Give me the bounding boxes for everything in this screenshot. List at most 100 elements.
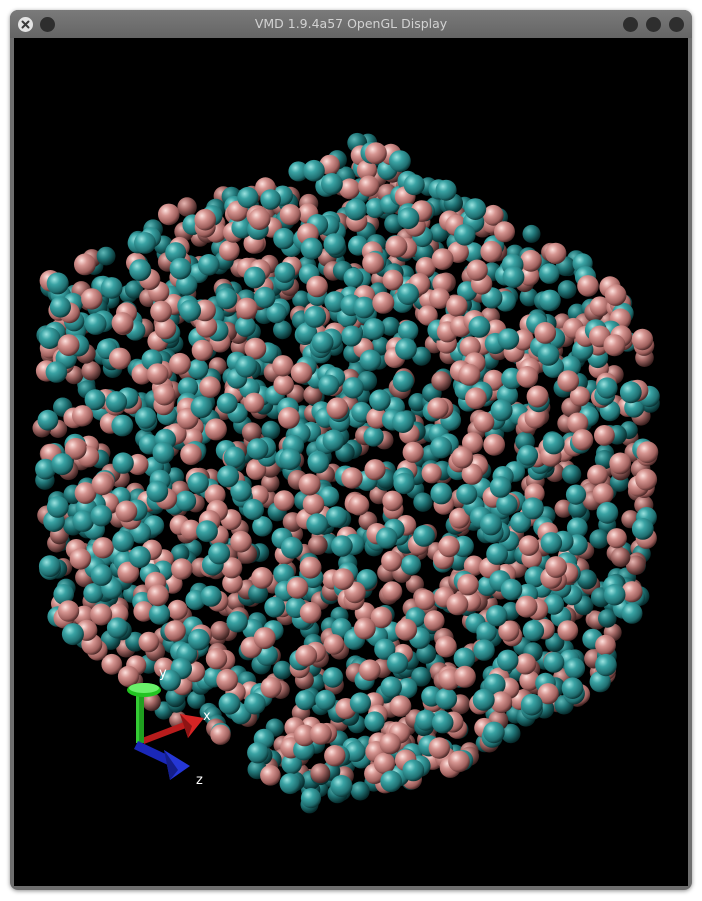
window-menu-icon[interactable] <box>40 17 55 32</box>
atom-teal <box>216 392 238 414</box>
atom-teal <box>281 536 303 559</box>
atom-teal <box>325 506 348 528</box>
atom-pink <box>381 550 402 572</box>
atom-pink <box>524 407 547 429</box>
atom-teal <box>596 377 618 399</box>
atom-pink <box>518 535 540 556</box>
atom-teal <box>152 441 175 464</box>
atom-teal <box>129 259 152 282</box>
atom-pink <box>180 443 202 466</box>
atom-teal <box>226 611 248 633</box>
atom-teal <box>435 179 457 201</box>
atom-teal <box>543 594 565 615</box>
atom-pink <box>370 606 393 629</box>
atom-teal <box>489 476 512 498</box>
atom-pink <box>545 242 567 264</box>
atom-pink <box>235 297 258 320</box>
title-bar[interactable]: VMD 1.9.4a57 OpenGL Display <box>10 10 692 38</box>
atom-pink <box>64 437 87 460</box>
minimize-icon[interactable] <box>623 17 638 32</box>
atom-teal <box>483 721 505 744</box>
atom-teal <box>322 429 345 452</box>
atom-pink <box>438 535 460 558</box>
opengl-display[interactable]: y x z <box>14 38 688 886</box>
atom-teal <box>519 287 539 307</box>
atom-pink <box>545 556 567 578</box>
atom-pink <box>359 659 381 681</box>
atom-teal <box>295 690 316 711</box>
atom-teal <box>349 692 371 714</box>
atom-teal <box>413 492 433 512</box>
atom-pink <box>194 208 216 231</box>
atom-teal <box>496 493 518 516</box>
atom-teal <box>254 286 276 309</box>
atom-pink <box>253 627 276 650</box>
atom-pink <box>490 691 513 714</box>
x-axis-label: x <box>203 709 211 724</box>
atom-teal <box>350 781 370 801</box>
atom-teal <box>392 370 414 392</box>
atom-teal <box>274 262 296 283</box>
atom-pink <box>520 249 542 272</box>
atom-pink <box>373 752 396 774</box>
atom-teal <box>323 233 346 256</box>
atom-pink <box>310 723 332 745</box>
atom-teal <box>100 277 123 299</box>
atom-teal <box>564 657 586 679</box>
atom-pink <box>204 484 226 506</box>
atom-pink <box>557 370 580 392</box>
atom-teal <box>389 150 411 172</box>
atom-pink <box>299 602 322 624</box>
atom-teal <box>46 272 69 295</box>
atom-teal <box>231 217 253 239</box>
atom-teal <box>273 320 292 340</box>
atom-pink <box>515 653 537 675</box>
molecule-scene[interactable]: y x z <box>14 38 688 886</box>
atom-pink <box>389 695 412 717</box>
atom-teal <box>311 331 334 354</box>
atom-pink <box>303 385 323 405</box>
atom-teal <box>38 555 61 578</box>
atom-teal <box>306 513 329 536</box>
atom-pink <box>302 493 325 516</box>
atom-teal <box>539 289 561 312</box>
atom-teal <box>380 316 400 336</box>
atom-pink <box>364 459 386 481</box>
atom-pink <box>421 463 442 484</box>
atom-pink <box>365 142 387 165</box>
atom-pink <box>158 203 180 226</box>
atom-teal <box>522 620 545 642</box>
atom-pink <box>306 275 328 298</box>
atom-teal <box>412 346 431 366</box>
atom-teal <box>501 723 521 744</box>
atom-teal <box>577 569 597 590</box>
atom-teal <box>177 377 199 398</box>
atom-pink <box>519 670 540 691</box>
atom-teal <box>371 336 390 356</box>
atom-pink <box>534 322 557 344</box>
atom-pink <box>117 561 140 584</box>
atom-pink <box>625 555 646 575</box>
atom-pink <box>142 692 161 712</box>
atom-pink <box>169 352 191 375</box>
atom-teal <box>453 647 476 670</box>
atom-pink <box>326 397 349 420</box>
shade-icon[interactable] <box>669 17 684 32</box>
atom-pink <box>554 499 573 518</box>
atom-pink <box>483 433 506 456</box>
atom-pink <box>246 459 267 480</box>
atom-teal <box>235 355 258 378</box>
atom-pink <box>241 422 262 443</box>
maximize-icon[interactable] <box>646 17 661 32</box>
atom-pink <box>177 197 197 217</box>
atom-pink <box>57 334 80 356</box>
atom-teal <box>397 207 420 230</box>
atom-teal <box>303 159 325 182</box>
atom-pink <box>81 288 103 310</box>
atom-pink <box>382 269 404 291</box>
vmd-window: VMD 1.9.4a57 OpenGL Display <box>10 10 692 890</box>
atom-teal <box>374 638 396 660</box>
atom-teal <box>408 393 427 412</box>
close-icon[interactable] <box>18 17 33 32</box>
atom-pink <box>92 537 114 559</box>
